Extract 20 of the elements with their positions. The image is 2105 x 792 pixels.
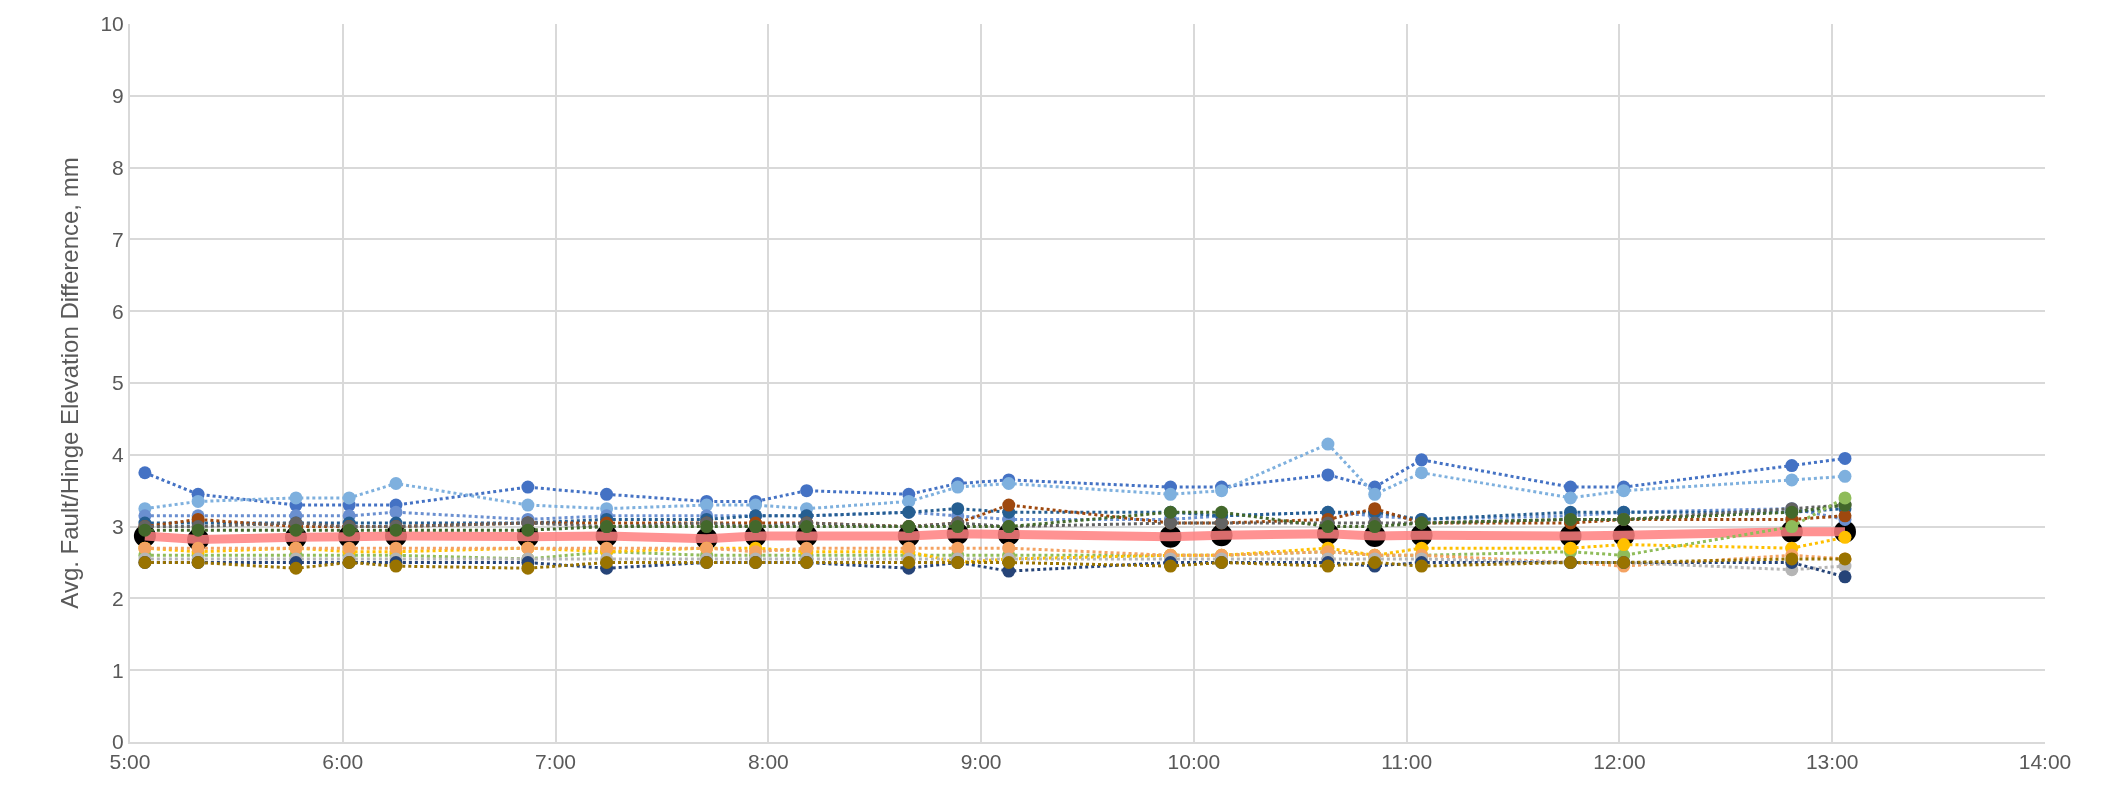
x-tick-label: 13:00 [1805,750,1859,774]
x-tick-label: 14:00 [2018,750,2072,774]
y-tick-label: 6 [112,299,124,323]
x-tick-label: 10:00 [1167,750,1221,774]
y-tick-label: 7 [112,227,124,251]
y-tick-label: 4 [112,443,125,467]
y-tick-label: 8 [112,155,124,179]
y-tick-label: 10 [100,12,124,36]
x-tick-label: 11:00 [1381,750,1433,774]
y-tick-label: 1 [112,658,124,682]
x-tick-label: 7:00 [535,750,576,774]
y-axis-title: Avg. Fault/Hinge Elevation Difference, mm [56,157,84,609]
y-tick-label: 2 [112,586,124,610]
x-tick-label: 9:00 [960,750,1002,774]
x-tick-label: 12:00 [1593,750,1646,774]
x-tick-label: 6:00 [322,750,364,774]
y-tick-label: 9 [112,84,124,108]
y-tick-label: 3 [112,514,124,538]
y-tick-label: 5 [112,371,124,395]
x-tick-label: 8:00 [747,750,789,774]
